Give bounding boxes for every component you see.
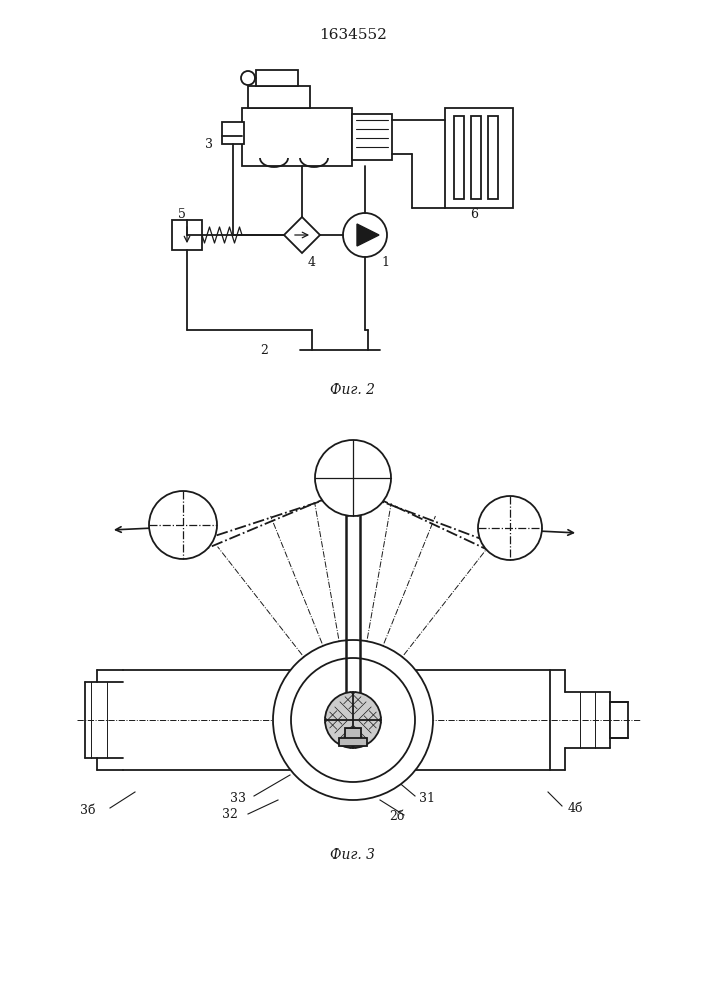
Circle shape	[343, 213, 387, 257]
Text: 3б: 3б	[81, 804, 95, 816]
Bar	[339, 738, 367, 746]
Polygon shape	[357, 224, 379, 246]
Text: 1634552: 1634552	[319, 28, 387, 42]
Text: Фиг. 2: Фиг. 2	[330, 383, 375, 397]
Bar	[256, 70, 298, 86]
Circle shape	[241, 71, 255, 85]
Text: 6: 6	[470, 209, 478, 222]
Circle shape	[273, 640, 433, 800]
Text: 2б: 2б	[390, 810, 404, 824]
Text: 32: 32	[222, 808, 238, 822]
Bar	[445, 108, 513, 208]
Bar	[242, 108, 352, 166]
Circle shape	[149, 491, 217, 559]
Text: 4: 4	[308, 255, 316, 268]
Text: 3: 3	[205, 138, 213, 151]
Bar	[248, 86, 310, 108]
Circle shape	[315, 440, 391, 516]
Bar	[172, 220, 202, 250]
Text: 1: 1	[381, 255, 389, 268]
Bar	[222, 122, 244, 144]
Text: 2: 2	[260, 344, 268, 357]
Bar	[471, 116, 481, 199]
Bar	[488, 116, 498, 199]
Bar	[345, 728, 361, 744]
Bar	[352, 114, 392, 160]
Circle shape	[325, 692, 381, 748]
Bar	[610, 702, 628, 738]
Text: 5: 5	[178, 209, 186, 222]
Text: 31: 31	[419, 792, 435, 804]
Circle shape	[478, 496, 542, 560]
Polygon shape	[284, 217, 320, 253]
Text: Фиг. 3: Фиг. 3	[330, 848, 375, 862]
Text: 4б: 4б	[567, 802, 583, 814]
Text: 33: 33	[230, 792, 246, 804]
Bar	[454, 116, 464, 199]
Circle shape	[291, 658, 415, 782]
